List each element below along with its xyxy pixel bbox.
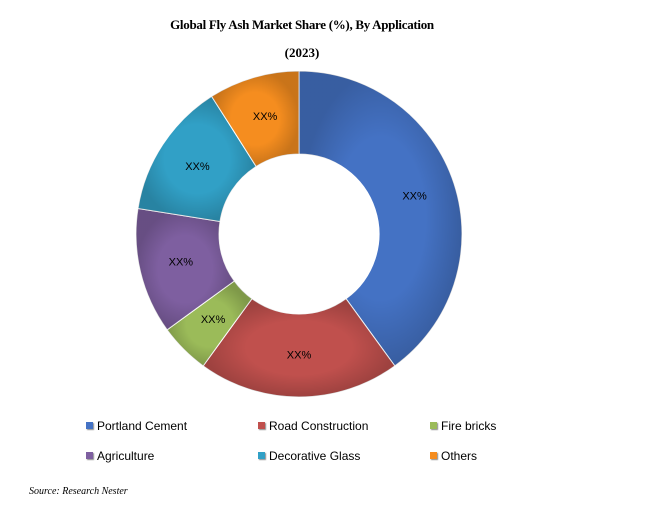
legend-item-agriculture: Agriculture (86, 447, 258, 464)
legend-swatch (258, 452, 265, 459)
data-label-agriculture: XX% (169, 256, 194, 268)
legend-item-road-construction: Road Construction (258, 417, 430, 434)
chart-subtitle: (2023) (284, 45, 320, 60)
data-label-fire-bricks: XX% (201, 314, 226, 326)
source-note: Source: Research Nester (29, 486, 128, 497)
data-label-others: XX% (253, 111, 278, 123)
chart-title: Global Fly Ash Market Share (%), By Appl… (170, 17, 434, 32)
legend-label: Fire bricks (441, 418, 497, 433)
legend-label: Others (441, 448, 478, 463)
legend-swatch (86, 452, 93, 459)
legend-item-portland-cement: Portland Cement (86, 417, 258, 434)
legend-swatch (258, 422, 265, 429)
legend-item-fire-bricks: Fire bricks (430, 417, 602, 434)
legend-swatch (430, 452, 437, 459)
data-label-road-construction: XX% (287, 349, 312, 361)
legend-item-decorative-glass: Decorative Glass (258, 447, 430, 464)
legend-swatch (430, 422, 437, 429)
legend-label: Road Construction (269, 418, 369, 433)
legend-label: Decorative Glass (269, 448, 361, 463)
legend-item-others: Others (430, 447, 602, 464)
data-label-portland-cement: XX% (402, 190, 427, 202)
data-label-decorative-glass: XX% (185, 161, 210, 173)
legend-label: Agriculture (97, 448, 155, 463)
donut-chart: XX% XX% XX% XX% XX% XX% (135, 70, 463, 398)
legend: Portland Cement Road Construction Fire bri… (86, 417, 602, 464)
legend-swatch (86, 422, 93, 429)
legend-label: Portland Cement (97, 418, 188, 433)
